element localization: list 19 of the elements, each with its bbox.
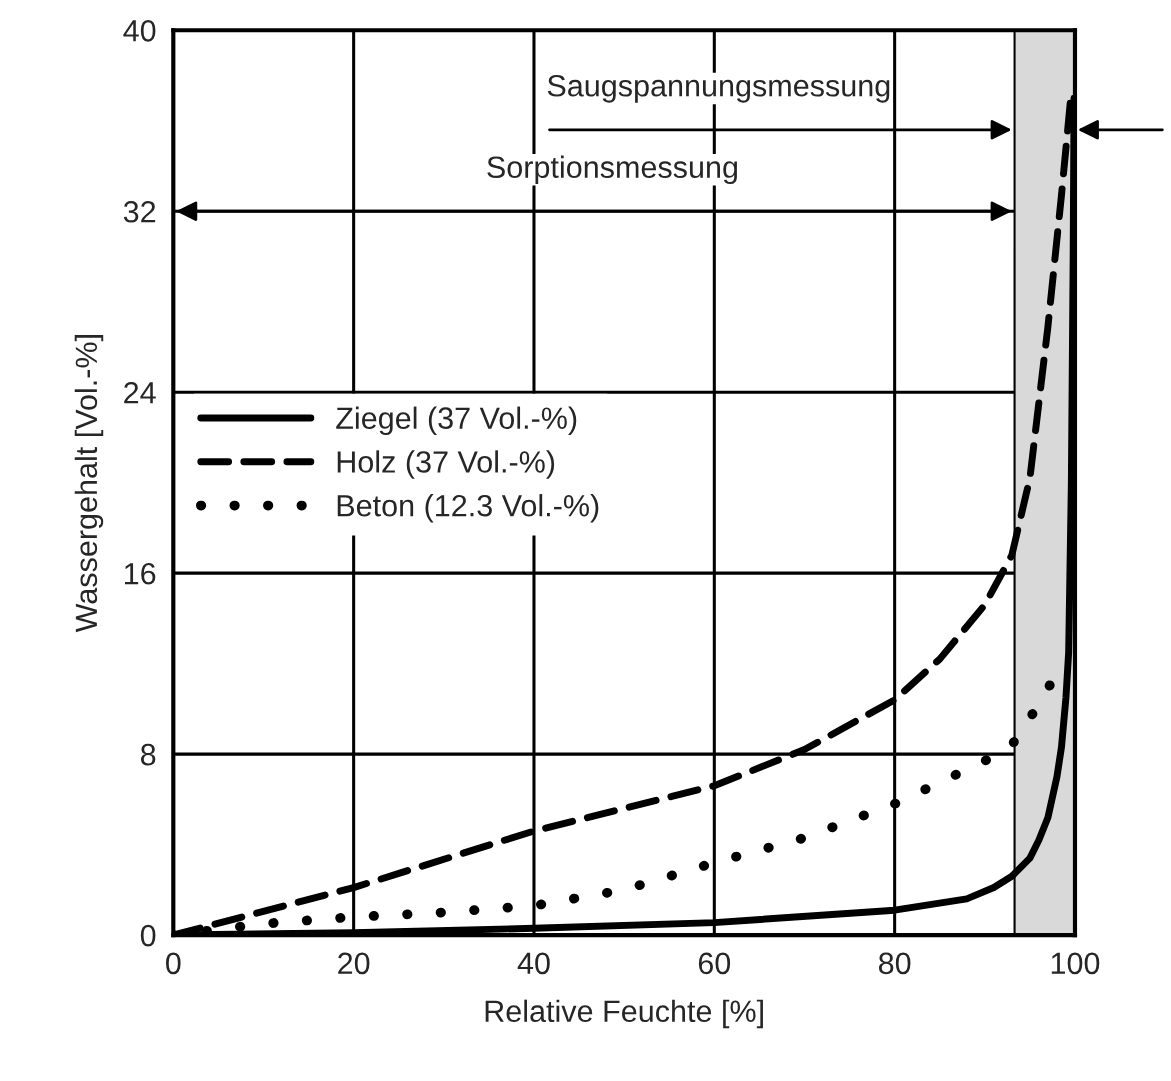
annotation: Sorptionsmessung	[487, 155, 737, 185]
legend-label: Holz (37 Vol.-%)	[337, 450, 555, 479]
y-tick-label: 40	[123, 20, 156, 42]
y-tick-label: 16	[124, 562, 156, 585]
y-tick-label: 24	[124, 381, 156, 404]
y-tick-label: 0	[140, 924, 156, 947]
y-tick-label: 32	[123, 200, 156, 223]
x-tick-label: 60	[698, 952, 731, 975]
x-axis-title: Relative Feuchte [%]	[485, 999, 763, 1029]
y-tick-label: 8	[140, 743, 156, 766]
y-axis-title: Wassergehalt [Vol.-%]	[74, 335, 104, 633]
x-tick-label: 0	[166, 952, 181, 975]
x-tick-label: 100	[1051, 952, 1100, 975]
annotation: Saugspannungsmessung	[547, 74, 890, 103]
x-tick-label: 80	[878, 952, 911, 975]
x-tick-label: 40	[517, 952, 550, 975]
legend-label: Ziegel (37 Vol.-%)	[336, 406, 577, 436]
x-tick-label: 20	[338, 952, 370, 975]
legend-label: Beton (12.3 Vol.-%)	[337, 494, 599, 523]
